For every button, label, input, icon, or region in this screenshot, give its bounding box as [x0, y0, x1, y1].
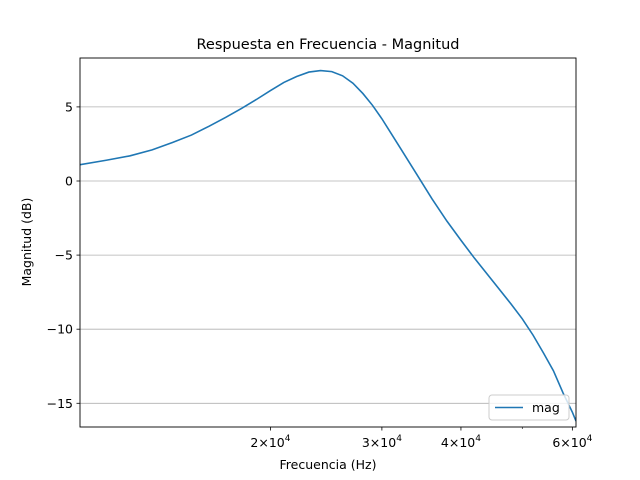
x-tick-label: 3×104 — [362, 434, 402, 450]
y-tick-label: 5 — [65, 99, 73, 114]
series-line-mag — [80, 69, 576, 422]
x-tick-label: 2×104 — [250, 434, 290, 450]
legend-box — [488, 394, 570, 421]
legend: mag — [488, 394, 570, 421]
y-tick-label: 0 — [65, 174, 73, 189]
plot-area — [80, 69, 576, 422]
plot-frame — [79, 57, 577, 428]
x-tick-label: 6×104 — [552, 434, 592, 450]
x-axis-label: Frecuencia (Hz) — [280, 457, 377, 472]
x-axis: 2×104 3×104 4×104 6×104 — [250, 427, 593, 450]
grid — [80, 106, 576, 404]
y-tick-label: −10 — [47, 322, 73, 337]
y-axis-label: Magnitud (dB) — [19, 198, 34, 287]
chart-title: Respuesta en Frecuencia - Magnitud — [196, 37, 459, 53]
x-tick-label: 4×104 — [441, 434, 481, 450]
y-tick-label: −15 — [47, 396, 73, 411]
legend-entry-mag: mag — [532, 400, 560, 415]
y-axis: 5 0 −5 −10 −15 — [47, 99, 80, 411]
y-tick-label: −5 — [55, 248, 73, 263]
